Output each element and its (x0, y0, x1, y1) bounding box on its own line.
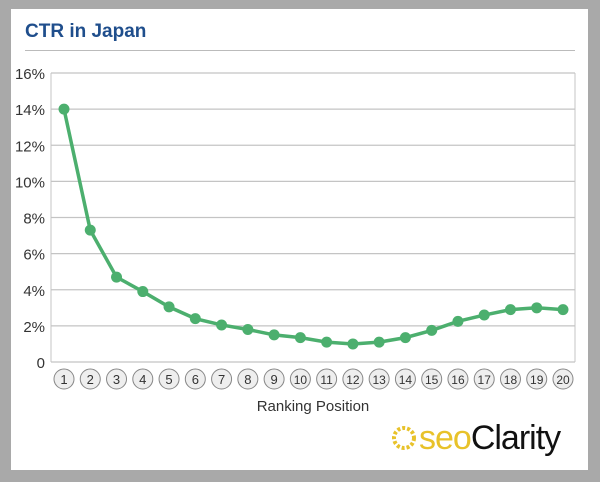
x-tick-label: 5 (165, 372, 172, 387)
x-tick-label: 11 (320, 373, 333, 387)
x-tick-label: 19 (530, 373, 544, 387)
x-tick-label: 6 (192, 372, 199, 387)
data-point (294, 332, 306, 344)
x-tick-badge (79, 368, 101, 390)
y-tick-label: 2% (23, 319, 45, 336)
data-point (399, 332, 411, 344)
x-tick-badge (106, 368, 128, 390)
x-axis-label: Ranking Position (257, 398, 370, 415)
data-point (111, 271, 123, 283)
y-tick-label: 16% (15, 66, 45, 83)
x-tick-badge (342, 368, 364, 390)
x-tick-badge (184, 368, 206, 390)
seoclarity-logo: seoClarity (389, 419, 561, 458)
x-tick-label: 13 (372, 373, 386, 387)
data-point (242, 323, 254, 335)
data-point (557, 304, 569, 316)
x-tick-badge (289, 368, 311, 390)
data-point (426, 324, 438, 336)
data-point (531, 302, 543, 314)
x-tick-badge (53, 368, 75, 390)
data-point (84, 224, 96, 236)
data-point (163, 301, 175, 313)
x-tick-label: 8 (244, 372, 251, 387)
x-tick-badge (132, 368, 154, 390)
data-point (321, 336, 333, 348)
x-tick-label: 14 (399, 373, 413, 387)
data-point (189, 313, 201, 325)
x-tick-badge (394, 368, 416, 390)
y-tick-label: 0 (37, 355, 45, 372)
x-tick-badge (526, 368, 548, 390)
x-tick-label: 20 (556, 373, 570, 387)
chart-title: CTR in Japan (25, 21, 147, 42)
data-point (373, 336, 385, 348)
data-point (216, 319, 228, 331)
x-tick-label: 2 (87, 372, 94, 387)
x-tick-label: 3 (113, 372, 120, 387)
x-tick-label: 7 (218, 372, 225, 387)
x-tick-badge (263, 368, 285, 390)
y-tick-label: 14% (15, 102, 45, 119)
x-tick-label: 4 (139, 372, 146, 387)
data-point (504, 304, 516, 316)
data-point (58, 103, 70, 115)
y-tick-label: 12% (15, 138, 45, 155)
data-point (452, 315, 464, 327)
x-tick-label: 16 (451, 373, 465, 387)
y-tick-label: 4% (23, 283, 45, 300)
x-tick-label: 18 (504, 373, 518, 387)
sun-icon (392, 426, 416, 451)
data-point (478, 309, 490, 321)
chart-panel: CTR in Japan seoClarity (11, 9, 588, 470)
x-tick-label: 10 (294, 373, 308, 387)
x-tick-badge (447, 368, 469, 390)
y-tick-label: 8% (23, 211, 45, 228)
x-tick-badge (158, 368, 180, 390)
x-tick-badge (316, 368, 338, 390)
data-point (347, 338, 359, 350)
x-tick-label: 15 (425, 373, 439, 387)
data-point (268, 329, 280, 341)
y-tick-label: 10% (15, 174, 45, 191)
logo-clarity: Clarity (470, 419, 561, 457)
title-divider (25, 50, 575, 51)
x-tick-badge (211, 368, 233, 390)
data-point (137, 286, 149, 298)
x-tick-badge (368, 368, 390, 390)
x-tick-badge (237, 368, 259, 390)
x-tick-label: 1 (60, 372, 67, 387)
y-tick-label: 6% (23, 247, 45, 264)
x-tick-label: 17 (478, 373, 492, 387)
x-tick-badge (499, 368, 521, 390)
x-tick-badge (552, 368, 574, 390)
x-tick-badge (473, 368, 495, 390)
x-tick-label: 12 (346, 373, 360, 387)
series-line (62, 108, 564, 346)
x-tick-badge (421, 368, 443, 390)
x-tick-label: 9 (270, 372, 277, 387)
logo-seo: seo (419, 419, 472, 457)
